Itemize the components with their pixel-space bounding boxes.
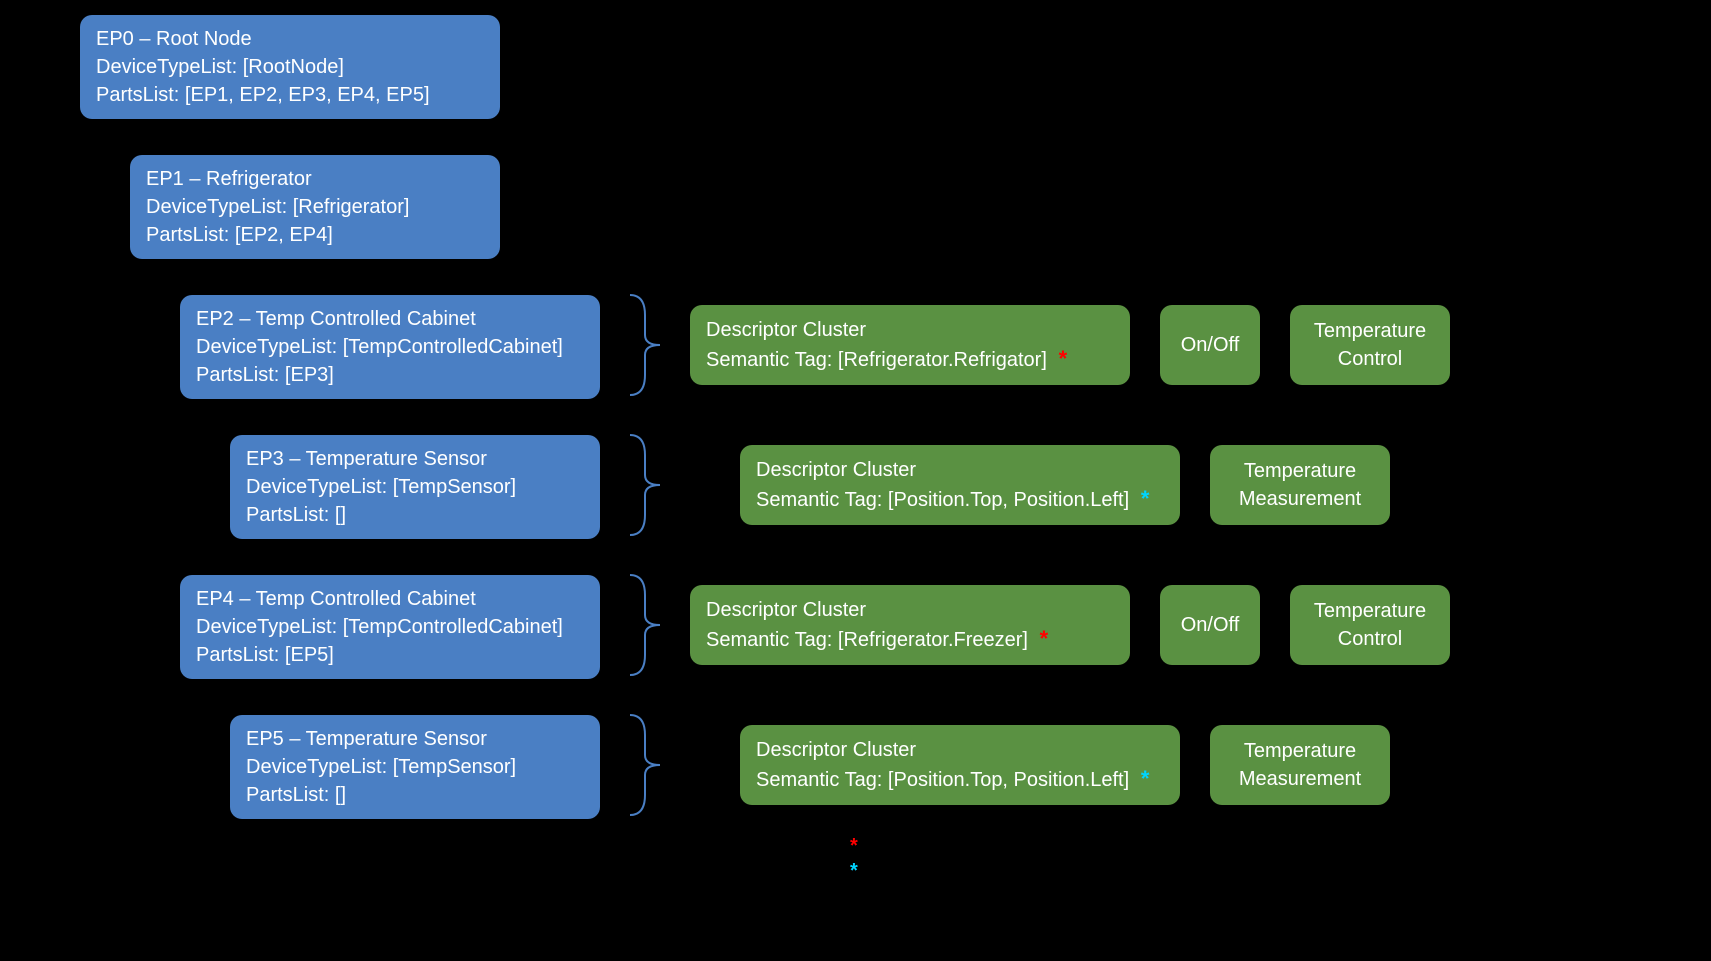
ep0-device-type-list: DeviceTypeList: [RootNode] bbox=[96, 53, 484, 81]
endpoint-ep4: EP4 – Temp Controlled Cabinet DeviceType… bbox=[180, 575, 600, 679]
ep5-temp-measurement-cluster: Temperature Measurement bbox=[1210, 725, 1390, 805]
ep1-parts-list: PartsList: [EP2, EP4] bbox=[146, 221, 484, 249]
ep4-onoff-label: On/Off bbox=[1181, 611, 1240, 639]
ep2-onoff-label: On/Off bbox=[1181, 331, 1240, 359]
ep5-title: EP5 – Temperature Sensor bbox=[246, 725, 584, 753]
ep5-temp-measurement-label: Temperature Measurement bbox=[1226, 737, 1374, 793]
asterisk-cyan-icon: * bbox=[1135, 486, 1150, 511]
ep1-title: EP1 – Refrigerator bbox=[146, 165, 484, 193]
endpoint-ep2: EP2 – Temp Controlled Cabinet DeviceType… bbox=[180, 295, 600, 399]
ep5-descriptor-cluster: Descriptor Cluster Semantic Tag: [Positi… bbox=[740, 725, 1180, 805]
footnote-asterisk-red-icon: * bbox=[850, 835, 858, 857]
ep0-title: EP0 – Root Node bbox=[96, 25, 484, 53]
brace-ep2 bbox=[620, 290, 675, 400]
ep3-temp-measurement-cluster: Temperature Measurement bbox=[1210, 445, 1390, 525]
ep4-temp-control-cluster: Temperature Control bbox=[1290, 585, 1450, 665]
ep4-title: EP4 – Temp Controlled Cabinet bbox=[196, 585, 584, 613]
endpoint-ep3: EP3 – Temperature Sensor DeviceTypeList:… bbox=[230, 435, 600, 539]
ep2-descriptor-title: Descriptor Cluster bbox=[706, 316, 1114, 344]
ep5-descriptor-title: Descriptor Cluster bbox=[756, 736, 1164, 764]
ep3-descriptor-semantic-tag-line: Semantic Tag: [Position.Top, Position.Le… bbox=[756, 484, 1164, 515]
ep2-onoff-cluster: On/Off bbox=[1160, 305, 1260, 385]
ep4-descriptor-semantic-tag-line: Semantic Tag: [Refrigerator.Freezer] * bbox=[706, 624, 1114, 655]
footnote-cyan: * bbox=[850, 860, 858, 883]
endpoint-ep5: EP5 – Temperature Sensor DeviceTypeList:… bbox=[230, 715, 600, 819]
brace-ep4 bbox=[620, 570, 675, 680]
footnote-red: * bbox=[850, 835, 858, 858]
ep4-descriptor-semantic-tag: Semantic Tag: [Refrigerator.Freezer] bbox=[706, 629, 1028, 651]
ep3-descriptor-cluster: Descriptor Cluster Semantic Tag: [Positi… bbox=[740, 445, 1180, 525]
ep2-descriptor-cluster: Descriptor Cluster Semantic Tag: [Refrig… bbox=[690, 305, 1130, 385]
ep2-temp-control-label: Temperature Control bbox=[1306, 317, 1434, 373]
ep4-descriptor-title: Descriptor Cluster bbox=[706, 596, 1114, 624]
ep2-title: EP2 – Temp Controlled Cabinet bbox=[196, 305, 584, 333]
ep2-device-type-list: DeviceTypeList: [TempControlledCabinet] bbox=[196, 333, 584, 361]
endpoint-ep1: EP1 – Refrigerator DeviceTypeList: [Refr… bbox=[130, 155, 500, 259]
ep4-temp-control-label: Temperature Control bbox=[1306, 597, 1434, 653]
footnote-asterisk-cyan-icon: * bbox=[850, 860, 858, 882]
asterisk-cyan-icon: * bbox=[1135, 766, 1150, 791]
ep3-device-type-list: DeviceTypeList: [TempSensor] bbox=[246, 473, 584, 501]
asterisk-red-icon: * bbox=[1034, 626, 1049, 651]
ep3-descriptor-title: Descriptor Cluster bbox=[756, 456, 1164, 484]
brace-ep3 bbox=[620, 430, 675, 540]
ep2-descriptor-semantic-tag: Semantic Tag: [Refrigerator.Refrigator] bbox=[706, 349, 1047, 371]
asterisk-red-icon: * bbox=[1052, 346, 1067, 371]
ep4-device-type-list: DeviceTypeList: [TempControlledCabinet] bbox=[196, 613, 584, 641]
ep1-device-type-list: DeviceTypeList: [Refrigerator] bbox=[146, 193, 484, 221]
ep2-descriptor-semantic-tag-line: Semantic Tag: [Refrigerator.Refrigator] … bbox=[706, 344, 1114, 375]
ep2-temp-control-cluster: Temperature Control bbox=[1290, 305, 1450, 385]
ep4-onoff-cluster: On/Off bbox=[1160, 585, 1260, 665]
brace-ep5 bbox=[620, 710, 675, 820]
ep5-parts-list: PartsList: [] bbox=[246, 781, 584, 809]
ep3-parts-list: PartsList: [] bbox=[246, 501, 584, 529]
ep0-parts-list: PartsList: [EP1, EP2, EP3, EP4, EP5] bbox=[96, 81, 484, 109]
ep3-descriptor-semantic-tag: Semantic Tag: [Position.Top, Position.Le… bbox=[756, 489, 1129, 511]
ep5-descriptor-semantic-tag-line: Semantic Tag: [Position.Top, Position.Le… bbox=[756, 764, 1164, 795]
ep4-descriptor-cluster: Descriptor Cluster Semantic Tag: [Refrig… bbox=[690, 585, 1130, 665]
ep5-descriptor-semantic-tag: Semantic Tag: [Position.Top, Position.Le… bbox=[756, 769, 1129, 791]
ep3-temp-measurement-label: Temperature Measurement bbox=[1226, 457, 1374, 513]
ep2-parts-list: PartsList: [EP3] bbox=[196, 361, 584, 389]
ep5-device-type-list: DeviceTypeList: [TempSensor] bbox=[246, 753, 584, 781]
endpoint-ep0: EP0 – Root Node DeviceTypeList: [RootNod… bbox=[80, 15, 500, 119]
ep4-parts-list: PartsList: [EP5] bbox=[196, 641, 584, 669]
ep3-title: EP3 – Temperature Sensor bbox=[246, 445, 584, 473]
